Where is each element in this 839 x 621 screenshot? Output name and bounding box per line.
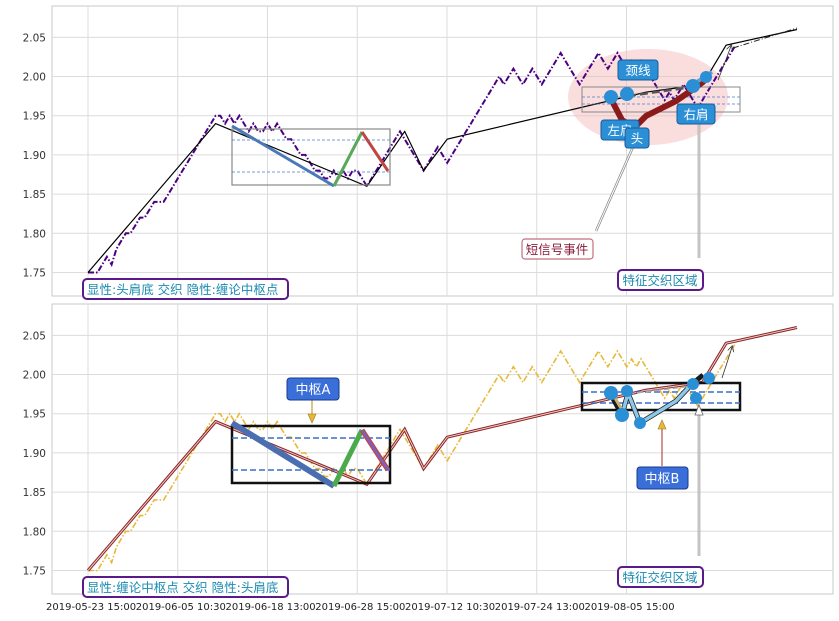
top-y-tick-2: 1.85 [23,189,46,201]
bottom-point-4 [634,417,646,429]
bottom-segment-down [230,420,336,489]
x-tick-label-0: 2019-05-23 15:00 [46,602,136,613]
bottom-forecast-arrow [721,347,732,379]
zhongshu-b-arrowhead [657,419,667,430]
x-tick-label-3: 2019-06-28 15:00 [315,602,405,613]
bottom-point-7 [703,372,715,384]
bottom-segment-up [331,428,365,488]
bottom-y-ticks: 1.75 1.80 1.85 1.90 1.95 2.00 2.05 [23,330,46,577]
bottom-annotations: 显性:缠论中枢点 交织 隐性:头肩底 中枢A 中枢B 特征交织区域 [82,377,704,598]
label-right-shoulder: 右肩 [683,107,708,122]
bottom-point-1 [604,386,618,400]
zhongshu-a-box [230,424,392,485]
x-tick-label-5: 2019-07-24 13:00 [495,602,585,613]
bot-y-tick-6: 2.05 [23,330,46,342]
bottom-point-2 [615,408,629,422]
bot-y-tick-1: 1.80 [23,526,46,538]
top-y-tick-3: 1.90 [23,150,46,162]
top-y-tick-5: 2.00 [23,72,46,84]
bottom-panel-frame [51,303,834,595]
top-y-tick-1: 1.80 [23,228,46,240]
hs-point-neck-2 [686,79,700,93]
label-neckline-box [617,59,659,81]
label-region-top-box [617,269,704,291]
label-head: 头 [631,131,644,146]
top-segment-up [332,131,364,187]
label-zhongshu-b-box [636,466,689,490]
hs-point-left-shoulder [604,90,618,104]
label-short-signal: 短信号事件 [526,242,589,257]
bottom-bi-line-inner [87,327,798,571]
top-y-ticks: 1.75 1.80 1.85 1.90 1.95 2.00 2.05 [23,32,46,279]
x-ticks: 2019-05-23 15:00 2019-06-05 10:30 2019-06-… [46,602,675,613]
bottom-panel-content [86,326,798,572]
label-short-signal-box [521,238,594,260]
top-legend-text: 显性:头肩底 交织 隐性:缠论中枢点 [87,282,278,297]
bot-y-tick-2: 1.85 [23,487,46,499]
label-right-shoulder-box [676,103,716,125]
arrow-to-head-inner [595,139,637,232]
top-panel-frame [51,5,834,297]
top-annotations: 显性:头肩底 交织 隐性:缠论中枢点 颈线 左肩 头 右肩 短信号事件 特征交织… [82,59,716,300]
top-box-2 [581,86,741,113]
bottom-point-6 [690,392,702,404]
bot-y-tick-3: 1.90 [23,448,46,460]
bottom-point-5 [687,378,699,390]
x-tick-label-4: 2019-07-12 10:30 [405,602,495,613]
bottom-segment-down-overlay [360,429,390,471]
bot-y-tick-0: 1.75 [23,565,46,577]
top-forecast-arrow [717,46,731,81]
x-tick-label-6: 2019-08-05 15:00 [584,602,674,613]
label-region-top: 特征交织区域 [622,273,697,288]
bottom-legend-box [82,576,289,598]
bot-y-tick-5: 2.00 [23,370,46,382]
hs-point-neck-1 [620,87,634,101]
top-legend-box [82,278,289,300]
top-segment-down-2 [360,131,390,172]
bottom-legend-text: 显性:缠论中枢点 交织 隐性:头肩底 [87,580,278,595]
bottom-arrowhead [694,403,704,416]
label-neckline: 颈线 [625,63,651,78]
bot-y-tick-4: 1.95 [23,409,46,421]
label-region-bottom: 特征交织区域 [622,570,697,585]
top-grid [52,6,833,296]
top-bi-line [87,28,798,273]
label-zhongshu-b: 中枢B [645,472,680,487]
top-segment-down [231,124,335,188]
x-tick-label-1: 2019-06-05 10:30 [136,602,226,613]
top-extension-line [732,27,798,49]
zhongshu-a-arrowhead [307,413,317,424]
top-zhongshu-box [231,128,391,186]
label-zhongshu-a-box [286,377,340,401]
label-region-bottom-box [617,566,704,588]
top-y-tick-4: 1.95 [23,111,46,123]
bottom-neckline [627,384,701,395]
label-head-box [624,127,650,149]
label-zhongshu-a: 中枢A [296,383,331,398]
top-y-tick-0: 1.75 [23,267,46,279]
bottom-point-3 [621,385,633,397]
x-tick-label-2: 2019-06-18 13:00 [225,602,315,613]
hs-point-right [700,71,712,83]
top-y-tick-6: 2.05 [23,32,46,44]
